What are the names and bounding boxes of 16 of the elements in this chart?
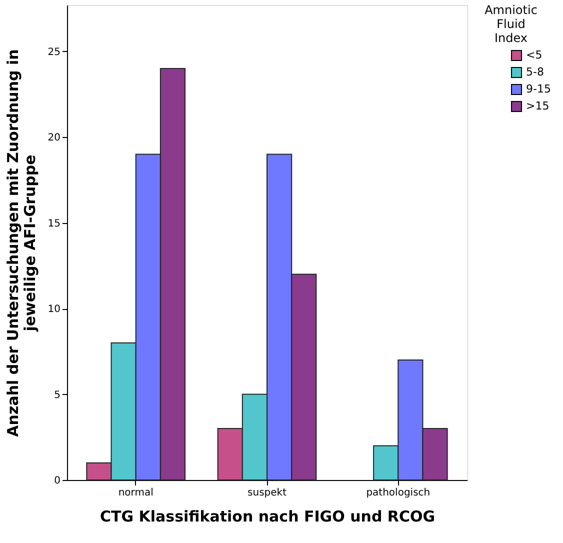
y-axis-title: Anzahl der Untersuchungen mit Zuordnung in jeweilige AFI-Gruppe bbox=[4, 49, 39, 437]
legend-label: 5-8 bbox=[526, 66, 544, 78]
legend-title: Amniotic Fluid Index bbox=[484, 3, 538, 45]
legend-label: <5 bbox=[526, 48, 542, 62]
y-tick-label: 25 bbox=[48, 46, 60, 58]
y-tick-label: 5 bbox=[54, 390, 60, 401]
legend-label: >15 bbox=[526, 100, 550, 112]
x-axis-title: CTG Klassifikation nach FIGO und RCOG bbox=[100, 508, 436, 526]
x-tick-label: pathologisch bbox=[366, 488, 430, 498]
y-tick-label: 10 bbox=[48, 304, 60, 316]
x-tick-label: normal bbox=[118, 488, 154, 498]
y-tick-label: 0 bbox=[54, 476, 60, 486]
y-tick-label: 20 bbox=[48, 132, 60, 144]
y-tick-label: 15 bbox=[48, 218, 60, 230]
legend-label: 9-15 bbox=[526, 82, 551, 96]
x-tick-label: suspekt bbox=[248, 488, 287, 498]
